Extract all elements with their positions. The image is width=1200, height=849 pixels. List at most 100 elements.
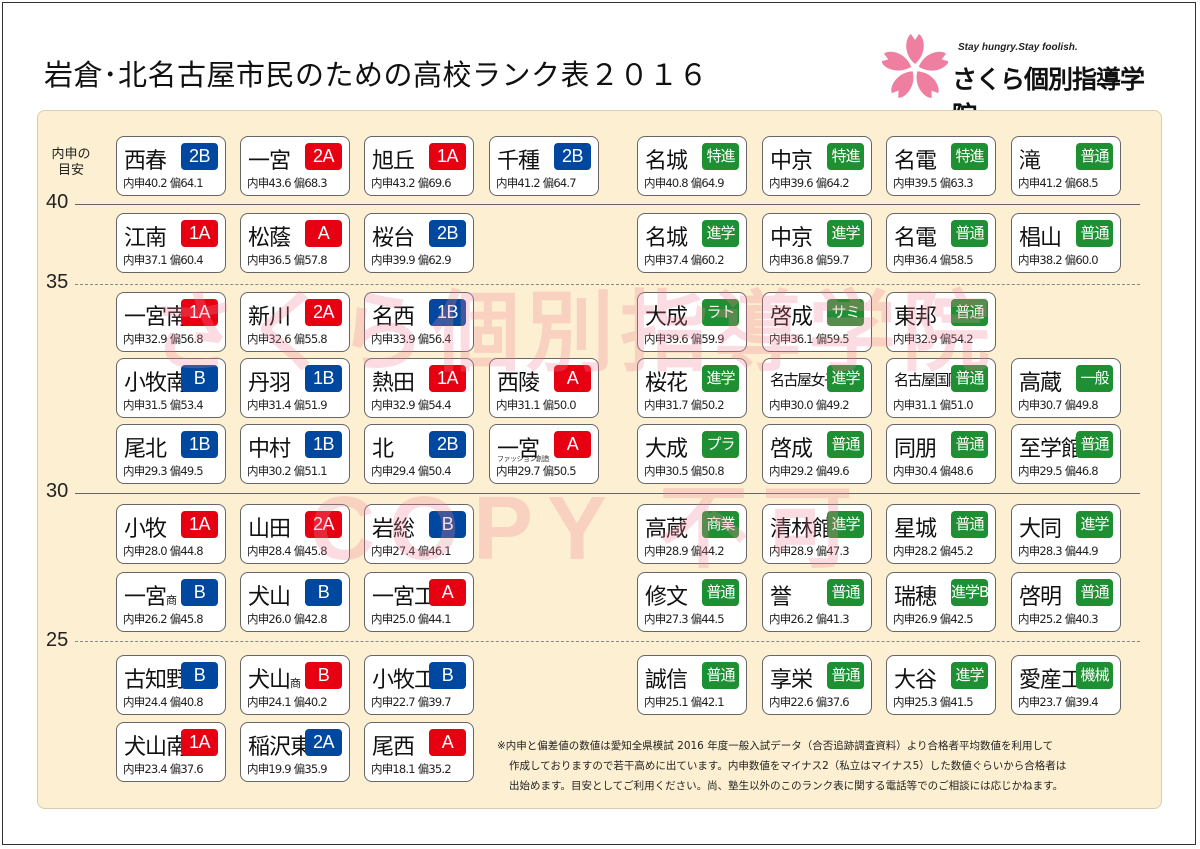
- school-card: 一宮 2A 内申43.6 偏68.3: [240, 136, 350, 196]
- course-badge: 進学: [702, 220, 739, 247]
- school-card: 東邦 普通 内申32.9 偏54.2: [886, 292, 996, 352]
- course-badge: 普通: [1076, 431, 1113, 458]
- hensa-value: 50.5: [553, 464, 576, 478]
- naishin-value: 37.4: [665, 253, 688, 267]
- school-card: 新川 2A 内申32.6 偏55.8: [240, 292, 350, 352]
- naishin-value: 31.1: [914, 398, 937, 412]
- school-name: 小牧南: [124, 365, 188, 397]
- school-card: 岩総 B 内申27.4 偏46.1: [364, 504, 474, 564]
- school-card: 至学館 普通 内申29.5 偏46.8: [1011, 424, 1121, 484]
- naishin-label: 内申: [644, 464, 666, 478]
- hensa-value: 46.1: [428, 544, 451, 558]
- school-card: 江南 1A 内申37.1 偏60.4: [116, 213, 226, 273]
- naishin-value: 37.1: [144, 253, 167, 267]
- school-stats: 内申39.6 偏59.9: [644, 331, 725, 347]
- hensa-label: 偏: [939, 253, 951, 267]
- school-name: 啓明: [1019, 579, 1062, 611]
- naishin-value: 18.1: [392, 762, 415, 776]
- school-name: 西春: [124, 143, 167, 175]
- school-card: 小牧 1A 内申28.0 偏44.8: [116, 504, 226, 564]
- naishin-label: 内申: [371, 332, 393, 346]
- school-card: 清林館 進学 内申28.9 偏47.3: [762, 504, 872, 564]
- course-badge: 2B: [181, 143, 218, 170]
- naishin-value: 29.5: [1039, 464, 1062, 478]
- school-name: 桜花: [645, 365, 688, 397]
- school-name: 大成: [645, 431, 688, 463]
- school-name-text: 一宮南: [124, 305, 188, 330]
- school-stats: 内申31.1 偏50.0: [496, 397, 577, 413]
- axis-title-line: 目安: [57, 163, 84, 178]
- hensa-value: 64.7: [553, 176, 576, 190]
- school-name: 中京: [770, 143, 813, 175]
- school-name-text: 稲沢東: [248, 735, 312, 760]
- hensa-label: 偏: [417, 253, 429, 267]
- school-name-text: 中京: [770, 226, 813, 251]
- hensa-value: 42.5: [950, 612, 973, 626]
- course-badge: 2A: [305, 511, 342, 538]
- hensa-value: 53.4: [180, 398, 203, 412]
- school-stats: 内申37.4 偏60.2: [644, 252, 725, 268]
- school-name: 犬山商: [248, 662, 301, 694]
- hensa-value: 56.8: [180, 332, 203, 346]
- naishin-value: 24.4: [144, 695, 167, 709]
- course-badge: 普通: [827, 579, 864, 606]
- naishin-value: 25.2: [1039, 612, 1062, 626]
- school-name: 滝: [1019, 143, 1041, 175]
- naishin-label: 内申: [644, 176, 666, 190]
- naishin-label: 内申: [123, 464, 145, 478]
- hensa-label: 偏: [169, 176, 181, 190]
- hensa-value: 35.9: [304, 762, 327, 776]
- school-card: 名城 進学 内申37.4 偏60.2: [637, 213, 747, 273]
- course-badge: 普通: [951, 431, 988, 458]
- school-name: 高蔵: [645, 511, 688, 543]
- school-stats: 内申32.9 偏54.2: [893, 331, 974, 347]
- school-name-text: 名電: [894, 149, 937, 174]
- school-stats: 内申29.4 偏50.4: [371, 463, 452, 479]
- school-name: 桜台: [372, 220, 415, 252]
- school-name: 中村: [248, 431, 291, 463]
- school-card: 犬山南 1A 内申23.4 偏37.6: [116, 722, 226, 782]
- course-badge: 普通: [1076, 220, 1113, 247]
- naishin-label: 内申: [496, 464, 518, 478]
- naishin-value: 31.7: [665, 398, 688, 412]
- hensa-value: 41.5: [950, 695, 973, 709]
- naishin-value: 32.9: [914, 332, 937, 346]
- school-name-text: 小牧南: [124, 371, 188, 396]
- hensa-label: 偏: [690, 332, 702, 346]
- course-badge: 1B: [429, 299, 466, 326]
- school-stats: 内申31.7 偏50.2: [644, 397, 725, 413]
- hensa-label: 偏: [815, 464, 827, 478]
- school-card: 北 2B 内申29.4 偏50.4: [364, 424, 474, 484]
- hensa-value: 64.9: [701, 176, 724, 190]
- school-card: 中村 1B 内申30.2 偏51.1: [240, 424, 350, 484]
- school-name-text: 名電: [894, 226, 937, 251]
- divider-30: [75, 493, 1140, 494]
- school-card: 一宮商 B 内申26.2 偏45.8: [116, 572, 226, 632]
- hensa-label: 偏: [169, 398, 181, 412]
- school-name: 山田: [248, 511, 291, 543]
- naishin-label: 内申: [247, 612, 269, 626]
- school-stats: 内申24.4 偏40.8: [123, 694, 204, 710]
- school-name-text: 山田: [248, 517, 291, 542]
- naishin-label: 内申: [247, 544, 269, 558]
- school-name: 椙山: [1019, 220, 1062, 252]
- school-name: 愛産工: [1019, 662, 1083, 694]
- school-name-text: 旭丘: [372, 149, 415, 174]
- school-name: 瑞穂: [894, 579, 937, 611]
- naishin-label: 内申: [644, 612, 666, 626]
- school-name-text: 同朋: [894, 437, 937, 462]
- school-card: 誉 普通 内申26.2 偏41.3: [762, 572, 872, 632]
- course-badge: 進学: [827, 220, 864, 247]
- naishin-label: 内申: [644, 253, 666, 267]
- hensa-label: 偏: [815, 253, 827, 267]
- naishin-label: 内申: [769, 612, 791, 626]
- naishin-label: 内申: [1018, 544, 1040, 558]
- naishin-value: 40.8: [665, 176, 688, 190]
- course-badge: 2A: [305, 143, 342, 170]
- hensa-value: 44.2: [701, 544, 724, 558]
- naishin-value: 41.2: [517, 176, 540, 190]
- naishin-value: 30.7: [1039, 398, 1062, 412]
- course-badge: 機械: [1076, 662, 1113, 689]
- hensa-label: 偏: [417, 332, 429, 346]
- naishin-value: 39.5: [914, 176, 937, 190]
